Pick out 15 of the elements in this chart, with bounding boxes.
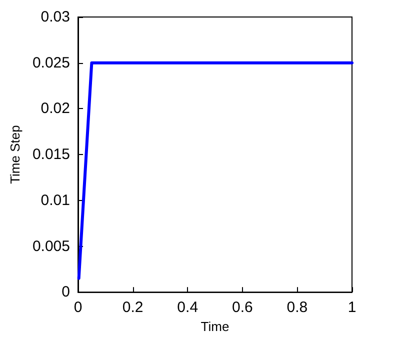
y-tick-label: 0.01: [40, 192, 70, 209]
y-tick-label: 0.005: [32, 238, 70, 255]
x-tick-label: 1: [348, 299, 356, 316]
y-tick-label: 0.025: [32, 54, 70, 72]
y-axis-title: Time Step: [8, 125, 23, 184]
y-tick-label: 0.015: [32, 146, 70, 164]
x-tick-label: 0.6: [232, 299, 253, 316]
y-tick-label: 0.02: [40, 100, 70, 118]
x-tick-label: 0.8: [286, 299, 308, 316]
x-tick-label: 0: [74, 299, 82, 316]
x-tick-label: 0.2: [122, 299, 144, 316]
y-tick-label: 0: [62, 284, 70, 301]
x-axis-title: Time: [200, 319, 230, 334]
y-tick-label: 0.03: [40, 8, 70, 26]
x-tick-label: 0.4: [177, 299, 198, 316]
